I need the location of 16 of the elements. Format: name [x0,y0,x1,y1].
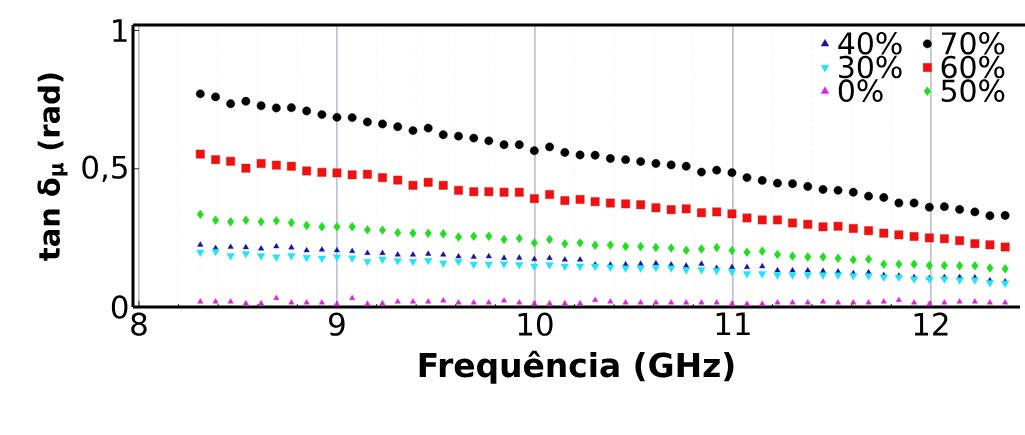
x-tick-label: 8 [131,312,147,336]
x-axis-title: Frequência (GHz) [419,350,734,384]
x-tick-label: 11 [716,312,750,336]
y-tick-label: 0,5 [82,155,127,183]
x-tick-label: 12 [914,312,948,336]
x-tick-label: 10 [518,312,553,336]
legend-label: 50% [941,79,1005,102]
legend-label: 60% [941,55,1005,79]
y-axis-title: tan δ$_{μ}$ (rad) [37,73,68,261]
legend-label: 0% [838,79,883,102]
legend-label: 70% [941,32,1005,55]
legend-label: 40% [838,32,902,55]
y-tick-label: 1 [113,19,127,42]
legend-label: 30% [839,55,902,79]
x-tick-label: 9 [329,312,345,336]
y-tick-label: 0 [111,295,128,319]
